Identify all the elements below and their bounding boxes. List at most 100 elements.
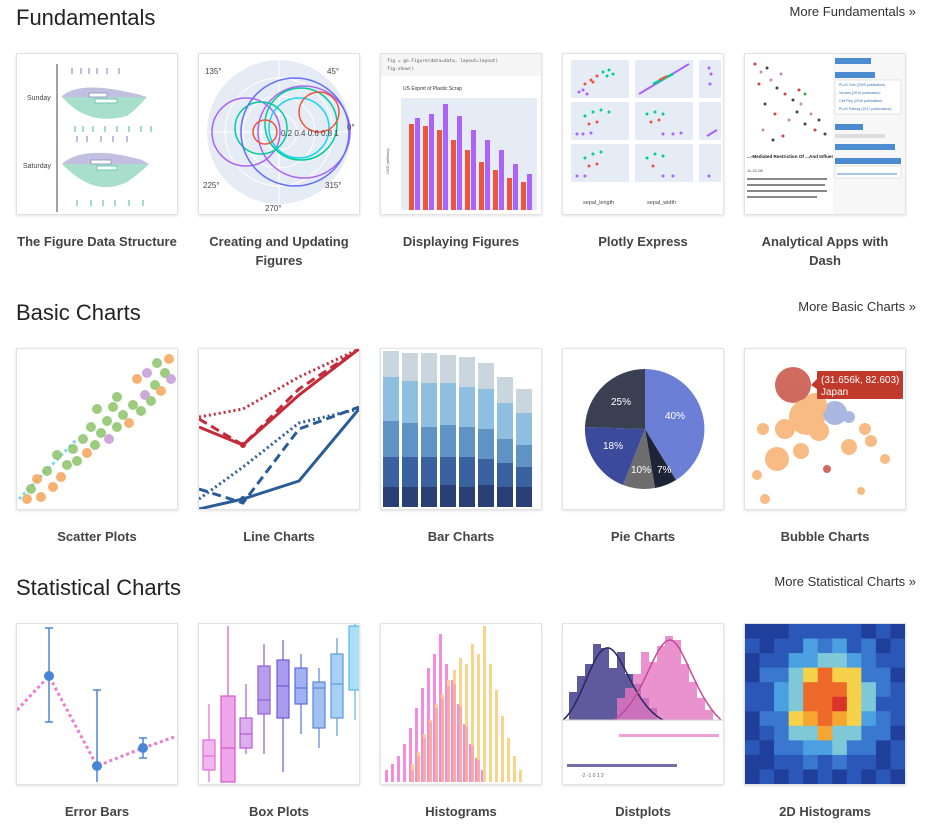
heat-cell: [774, 769, 790, 784]
heat-cell: [875, 667, 891, 683]
heat-cell: [803, 711, 819, 727]
heat-cell: [745, 696, 761, 712]
card-bar-charts[interactable]: Bar Charts: [380, 348, 542, 546]
heat-cell: [788, 638, 804, 654]
card-label[interactable]: The Figure Data Structure: [17, 234, 177, 249]
link-4[interactable]: PLoS Pathog (2017 publications): [839, 107, 892, 111]
heat-cell: [745, 667, 761, 683]
heat-cell: [875, 682, 891, 698]
slice-10: 10%: [631, 465, 651, 476]
card-scatter-plots[interactable]: Scatter Plots: [16, 348, 178, 546]
card-label[interactable]: Bar Charts: [427, 529, 495, 544]
link-2[interactable]: Viruses (2010 publication): [839, 91, 881, 95]
card-histograms[interactable]: Histograms: [380, 623, 542, 821]
heat-cell: [817, 754, 833, 770]
thumbnail-line[interactable]: [198, 348, 360, 510]
radial-ticks: 0.2 0.4 0.6 0.8 1: [281, 129, 339, 138]
heat-cell: [803, 754, 819, 770]
card-label[interactable]: Analytical Apps with Dash: [761, 234, 889, 268]
thumbnail-histogram[interactable]: [380, 623, 542, 785]
card-label[interactable]: Distplots: [615, 804, 671, 819]
heat-cell: [832, 653, 848, 669]
link-3[interactable]: Cell Rep (2016 publication): [839, 99, 882, 103]
heat-cell: [846, 682, 862, 698]
heat-cell: [745, 682, 761, 698]
heat-cell: [817, 624, 833, 640]
heat-cell: [832, 725, 848, 741]
card-label[interactable]: Box Plots: [249, 804, 309, 819]
link-1[interactable]: PLoS One (2009 publication): [839, 83, 885, 87]
card-pie-charts[interactable]: 40% 25% 18% 10% 7% Pie Charts: [562, 348, 724, 546]
thumbnail-box-plots[interactable]: [198, 623, 360, 785]
card-figure-data-structure[interactable]: Sunday Saturday The Figu: [16, 53, 178, 251]
card-label[interactable]: Displaying Figures: [402, 234, 520, 249]
card-error-bars[interactable]: Error Bars: [16, 623, 178, 821]
thumbnail-2d-histogram[interactable]: [744, 623, 906, 785]
angle-135: 135°: [205, 67, 222, 76]
section-title: Basic Charts: [16, 300, 141, 325]
heat-cell: [803, 682, 819, 698]
card-label[interactable]: Creating and Updating Figures: [209, 234, 349, 268]
heat-cell: [861, 754, 877, 770]
thumbnail-dash-app[interactable]: ...-Mediated Restriction Of ...And Influ…: [744, 53, 906, 215]
card-label[interactable]: 2D Histograms: [779, 804, 871, 819]
thumbnail-polar[interactable]: 135° 45° 0° 225° 315° 270° 0.2 0.4 0.6 0…: [198, 53, 360, 215]
heat-cell: [759, 769, 775, 784]
heat-cell: [832, 711, 848, 727]
thumbnail-stacked-bar[interactable]: [380, 348, 542, 510]
more-basic-charts-link[interactable]: More Basic Charts »: [798, 299, 916, 314]
card-line-charts[interactable]: Line Charts: [198, 348, 360, 546]
card-label[interactable]: Plotly Express: [598, 234, 688, 249]
card-label[interactable]: Line Charts: [243, 529, 315, 544]
card-displaying-figures[interactable]: fig = go.Figure(data=data, layout=layout…: [380, 53, 542, 251]
thumbnail-violin[interactable]: Sunday Saturday: [16, 53, 178, 215]
thumbnail-error-bars[interactable]: [16, 623, 178, 785]
more-fundamentals-link[interactable]: More Fundamentals »: [789, 4, 916, 19]
heat-cell: [803, 653, 819, 669]
heat-cell: [803, 624, 819, 640]
thumbnail-display[interactable]: fig = go.Figure(data=data, layout=layout…: [380, 53, 542, 215]
card-2d-histograms[interactable]: 2D Histograms: [744, 623, 906, 821]
heat-cell: [817, 696, 833, 712]
x-ticks: -2 -1 0 1 2: [581, 773, 604, 779]
thumbnail-scatter-matrix[interactable]: sepal_length sepal_width: [562, 53, 724, 215]
heat-cell: [759, 754, 775, 770]
heat-cell: [788, 754, 804, 770]
heat-cell: [774, 754, 790, 770]
card-box-plots[interactable]: Box Plots: [198, 623, 360, 821]
heat-cell: [759, 740, 775, 756]
more-statistical-charts-link[interactable]: More Statistical Charts »: [774, 574, 916, 589]
heat-cell: [817, 638, 833, 654]
heat-cell: [788, 725, 804, 741]
card-label[interactable]: Scatter Plots: [57, 529, 137, 544]
angle-315: 315°: [325, 181, 342, 190]
thumbnail-pie[interactable]: 40% 25% 18% 10% 7%: [562, 348, 724, 510]
heat-cell: [890, 725, 905, 741]
card-plotly-express[interactable]: sepal_length sepal_width Plotly Express: [562, 53, 724, 251]
thumbnail-scatter[interactable]: [16, 348, 178, 510]
heat-cell: [861, 725, 877, 741]
code-line-2: fig.show(): [387, 66, 414, 72]
card-label[interactable]: Error Bars: [64, 804, 130, 819]
heat-cell: [774, 711, 790, 727]
heat-cell: [774, 667, 790, 683]
card-distplots[interactable]: -2 -1 0 1 2 Distplots: [562, 623, 724, 821]
heat-cell: [817, 711, 833, 727]
heat-cell: [774, 624, 790, 640]
thumbnail-distplot[interactable]: -2 -1 0 1 2: [562, 623, 724, 785]
thumbnail-bubble[interactable]: (31.656k, 82.603) Japan: [744, 348, 906, 510]
heat-cell: [890, 638, 905, 654]
card-label[interactable]: Pie Charts: [610, 529, 676, 544]
card-bubble-charts[interactable]: (31.656k, 82.603) Japan Bubble Charts: [744, 348, 906, 546]
heat-cell: [861, 667, 877, 683]
heat-cell: [832, 696, 848, 712]
card-label[interactable]: Bubble Charts: [780, 529, 870, 544]
heat-cell: [745, 711, 761, 727]
card-analytical-apps-dash[interactable]: ...-Mediated Restriction Of ...And Influ…: [744, 53, 906, 270]
heat-cell: [745, 769, 761, 784]
card-creating-updating-figures[interactable]: 135° 45° 0° 225° 315° 270° 0.2 0.4 0.6 0…: [198, 53, 360, 270]
section-title: Fundamentals: [16, 5, 156, 30]
card-label[interactable]: Histograms: [425, 804, 497, 819]
heat-cell: [832, 682, 848, 698]
heat-cell: [861, 624, 877, 640]
